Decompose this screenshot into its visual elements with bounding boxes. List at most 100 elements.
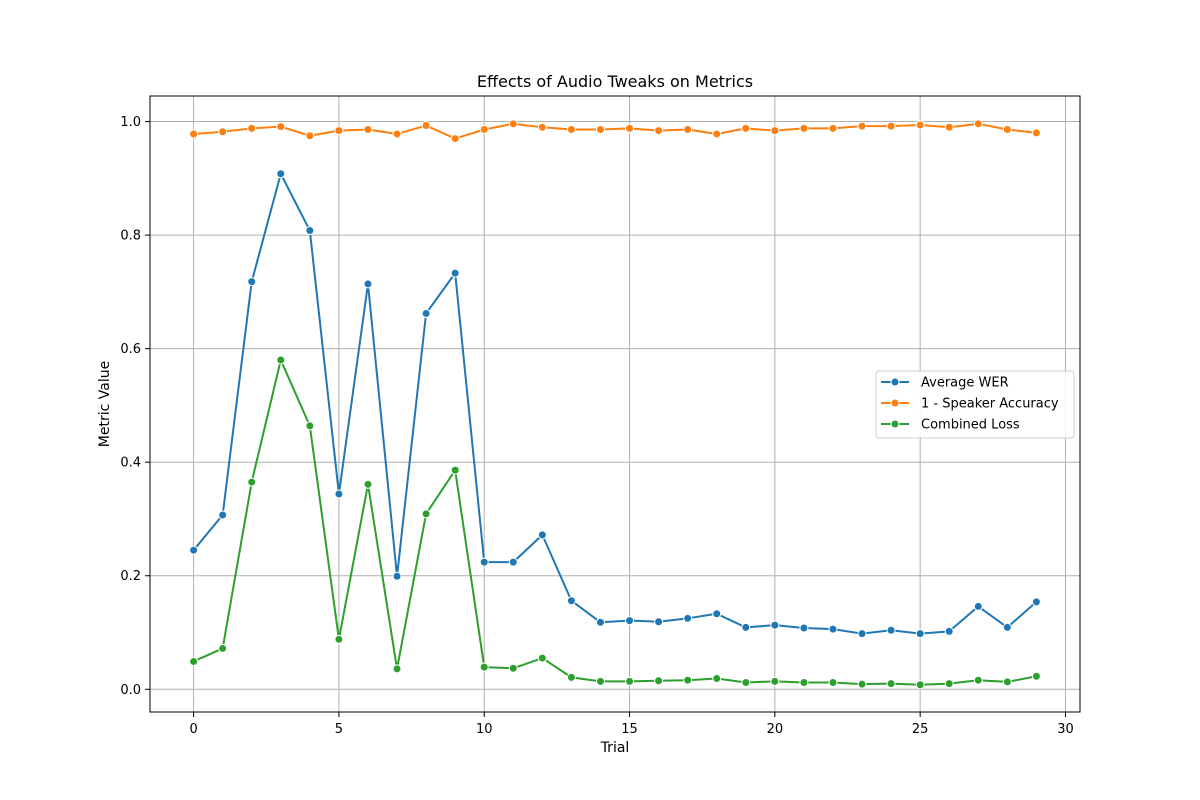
data-point	[712, 129, 722, 139]
data-point	[595, 617, 605, 627]
data-point	[363, 279, 373, 289]
data-point	[508, 119, 518, 129]
legend-swatch-marker	[890, 398, 900, 408]
data-point	[741, 677, 751, 687]
y-tick-label: 0.0	[120, 683, 141, 698]
chart-title: Effects of Audio Tweaks on Metrics	[477, 72, 753, 91]
data-point	[566, 596, 576, 606]
series-2	[189, 355, 1041, 690]
legend-label: 1 - Speaker Accuracy	[921, 397, 1059, 412]
data-point	[218, 510, 228, 520]
legend-swatch-marker	[890, 377, 900, 387]
y-tick-label: 0.4	[120, 456, 141, 471]
data-point	[683, 613, 693, 623]
data-point	[857, 679, 867, 689]
data-point	[421, 121, 431, 131]
data-point	[625, 123, 635, 133]
data-point	[944, 626, 954, 636]
data-point	[915, 680, 925, 690]
data-point	[1002, 124, 1012, 134]
data-point	[973, 601, 983, 611]
data-point	[828, 677, 838, 687]
data-point	[537, 530, 547, 540]
data-point	[625, 616, 635, 626]
data-point	[799, 623, 809, 633]
data-point	[595, 124, 605, 134]
data-point	[566, 124, 576, 134]
data-point	[828, 624, 838, 634]
series-line	[193, 359, 1037, 686]
data-point	[944, 122, 954, 132]
data-point	[654, 676, 664, 686]
data-point	[770, 620, 780, 630]
y-axis-label: Metric Value	[97, 361, 113, 447]
data-point	[886, 625, 896, 635]
data-point	[683, 124, 693, 134]
y-tick-label: 0.8	[120, 229, 141, 244]
data-point	[799, 677, 809, 687]
x-tick-label: 20	[767, 722, 784, 737]
data-point	[305, 421, 315, 431]
data-point	[189, 656, 199, 666]
x-tick-label: 30	[1057, 722, 1074, 737]
data-point	[857, 121, 867, 131]
data-point	[857, 629, 867, 639]
x-tick-label: 25	[912, 722, 929, 737]
series-layer	[189, 119, 1041, 690]
data-point	[421, 509, 431, 519]
x-tick-label: 15	[621, 722, 638, 737]
data-point	[741, 123, 751, 133]
data-point	[828, 123, 838, 133]
legend-label: Combined Loss	[921, 418, 1020, 433]
data-point	[218, 643, 228, 653]
data-point	[1031, 128, 1041, 138]
data-point	[712, 674, 722, 684]
data-point	[392, 664, 402, 674]
data-point	[450, 268, 460, 278]
x-axis-label: Trial	[600, 740, 630, 756]
data-point	[1031, 671, 1041, 681]
data-point	[654, 126, 664, 136]
data-point	[915, 629, 925, 639]
data-point	[886, 121, 896, 131]
data-point	[595, 676, 605, 686]
data-point	[334, 126, 344, 136]
data-point	[683, 675, 693, 685]
data-point	[479, 662, 489, 672]
legend-box	[875, 370, 1075, 439]
data-point	[1002, 677, 1012, 687]
data-point	[392, 571, 402, 581]
x-tick-label: 0	[189, 722, 197, 737]
y-tick-label: 0.2	[120, 569, 141, 584]
axis-ticks: 0 5 10 15 20 25 30 0.0 0.2 0.4 0.6 0.8 1.0	[120, 115, 1073, 737]
legend: Average WER 1 - Speaker Accuracy Combined …	[875, 370, 1075, 439]
plot-frame	[149, 95, 1081, 713]
data-point	[973, 675, 983, 685]
data-point	[363, 124, 373, 134]
data-point	[276, 122, 286, 132]
legend-item: Average WER	[881, 376, 1009, 391]
data-point	[566, 672, 576, 682]
data-point	[712, 609, 722, 619]
legend-label: Average WER	[921, 376, 1009, 391]
data-point	[363, 479, 373, 489]
x-tick-label: 5	[335, 722, 343, 737]
series-line	[192, 172, 1038, 635]
data-point	[741, 622, 751, 632]
data-point	[305, 226, 315, 236]
data-point	[334, 634, 344, 644]
legend-item: Combined Loss	[881, 418, 1020, 433]
data-point	[770, 126, 780, 136]
data-point	[799, 123, 809, 133]
data-point	[247, 477, 257, 487]
data-point	[479, 124, 489, 134]
data-point	[334, 489, 344, 499]
data-point	[508, 663, 518, 673]
data-point	[276, 355, 286, 365]
data-point	[915, 120, 925, 130]
data-point	[944, 679, 954, 689]
data-point	[770, 676, 780, 686]
data-point	[450, 465, 460, 475]
